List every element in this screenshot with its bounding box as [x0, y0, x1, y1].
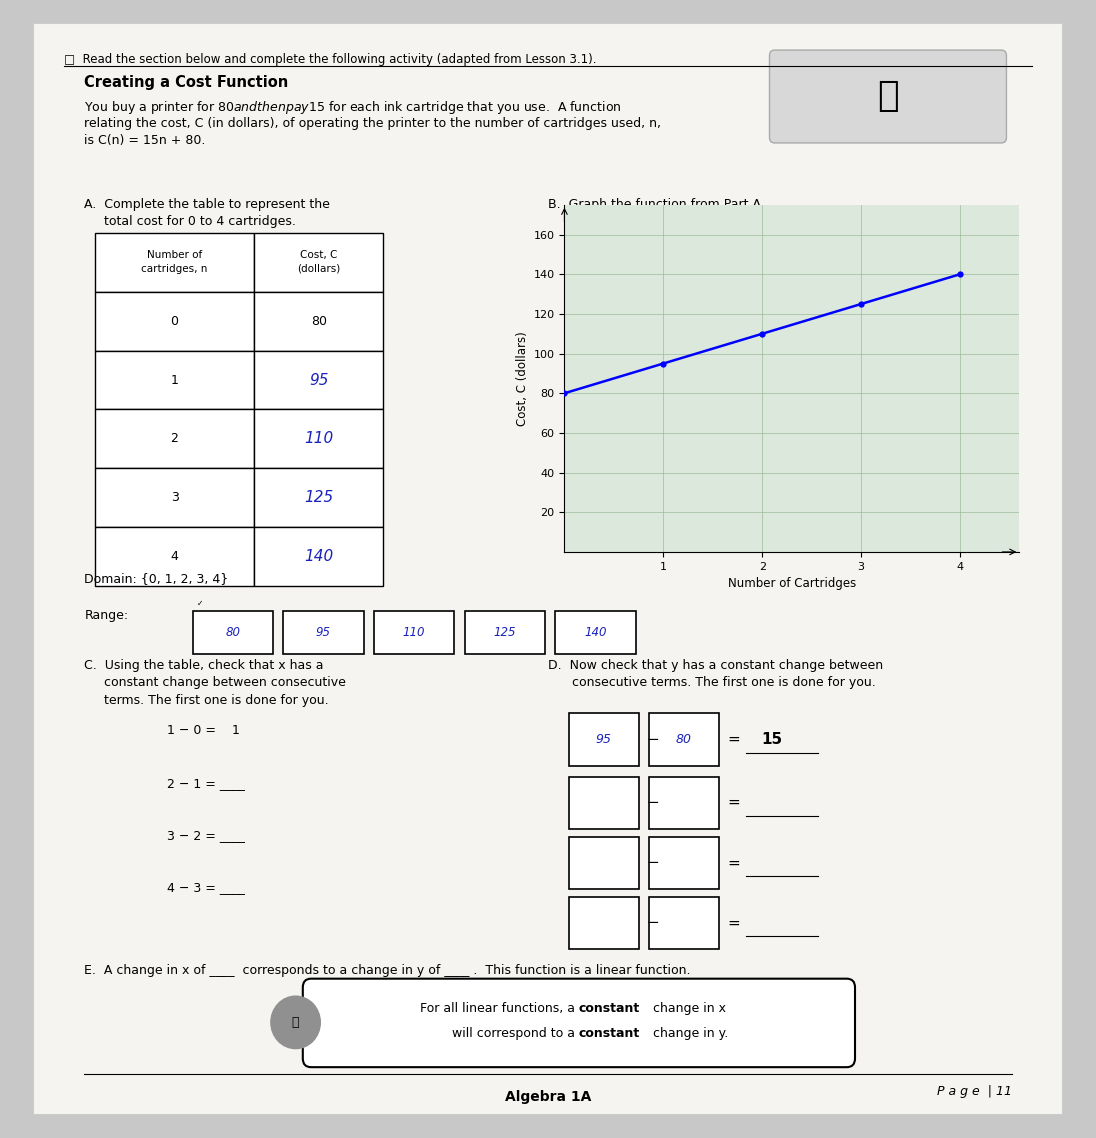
- Text: Domain: {0, 1, 2, 3, 4}: Domain: {0, 1, 2, 3, 4}: [84, 572, 229, 585]
- Text: terms. The first one is done for you.: terms. The first one is done for you.: [84, 693, 329, 707]
- Bar: [283, 610, 364, 654]
- Text: A.  Complete the table to represent the: A. Complete the table to represent the: [84, 198, 330, 211]
- Text: D.  Now check that y has a constant change between: D. Now check that y has a constant chang…: [548, 659, 883, 671]
- Bar: [556, 610, 636, 654]
- Text: constant: constant: [579, 1026, 640, 1040]
- Text: constant change between consecutive: constant change between consecutive: [84, 676, 346, 690]
- Text: □  Read the section below and complete the following activity (adapted from Less: □ Read the section below and complete th…: [64, 53, 596, 66]
- Text: For all linear functions, a: For all linear functions, a: [420, 1001, 579, 1015]
- Text: =: =: [727, 856, 740, 871]
- Text: E.  A change in x of ____  corresponds to a change in y of ____ .  This function: E. A change in x of ____ corresponds to …: [84, 965, 690, 978]
- Text: =: =: [727, 915, 740, 931]
- Text: 4: 4: [171, 551, 179, 563]
- Text: 140: 140: [305, 550, 333, 564]
- Text: 95: 95: [316, 626, 331, 638]
- Text: 125: 125: [493, 626, 516, 638]
- Text: 1 − 0 =    1: 1 − 0 = 1: [167, 724, 240, 737]
- Y-axis label: Cost, C (dollars): Cost, C (dollars): [516, 331, 529, 426]
- Text: 3: 3: [171, 492, 179, 504]
- Text: 🖨: 🖨: [877, 79, 899, 113]
- Text: 🐾: 🐾: [292, 1016, 299, 1029]
- Bar: [94, 410, 254, 469]
- Text: Range:: Range:: [84, 610, 128, 622]
- Bar: [193, 610, 273, 654]
- Text: P a g e  | 11: P a g e | 11: [937, 1085, 1012, 1098]
- Text: 95: 95: [309, 372, 329, 388]
- Text: 3 − 2 = ____: 3 − 2 = ____: [167, 828, 244, 842]
- Text: constant: constant: [579, 1001, 640, 1015]
- Text: 1: 1: [171, 373, 179, 387]
- Bar: [649, 836, 719, 889]
- Text: Number of
cartridges, n: Number of cartridges, n: [141, 250, 208, 273]
- Text: Cost, C
(dollars): Cost, C (dollars): [297, 250, 341, 273]
- Bar: [94, 351, 254, 410]
- Text: 80: 80: [311, 314, 327, 328]
- Bar: [569, 897, 639, 949]
- Text: change in x: change in x: [649, 1001, 726, 1015]
- Text: −: −: [647, 732, 660, 747]
- Text: 140: 140: [584, 626, 607, 638]
- Text: change in y.: change in y.: [649, 1026, 728, 1040]
- Bar: [569, 714, 639, 766]
- Text: 125: 125: [305, 490, 333, 505]
- Bar: [254, 291, 384, 351]
- Text: 15: 15: [761, 732, 783, 747]
- Text: 80: 80: [226, 626, 240, 638]
- Bar: [569, 776, 639, 828]
- Circle shape: [271, 996, 320, 1048]
- Text: is C(n) = 15n + 80.: is C(n) = 15n + 80.: [84, 134, 206, 147]
- Bar: [94, 528, 254, 586]
- Text: =: =: [727, 732, 740, 747]
- Bar: [254, 528, 384, 586]
- Text: 4 − 3 = ____: 4 − 3 = ____: [167, 882, 244, 894]
- Bar: [94, 232, 254, 291]
- Text: −: −: [647, 915, 660, 931]
- Text: consecutive terms. The first one is done for you.: consecutive terms. The first one is done…: [548, 676, 876, 690]
- FancyBboxPatch shape: [769, 50, 1006, 143]
- Text: C.  Using the table, check that x has a: C. Using the table, check that x has a: [84, 659, 324, 671]
- Text: B.  Graph the function from Part A.: B. Graph the function from Part A.: [548, 198, 765, 211]
- Text: 95: 95: [595, 733, 612, 745]
- Text: −: −: [647, 795, 660, 810]
- Bar: [649, 897, 719, 949]
- Text: You buy a printer for $80 and then pay $15 for each ink cartridge that you use. : You buy a printer for $80 and then pay $…: [84, 99, 623, 116]
- Text: −: −: [647, 856, 660, 871]
- Text: 110: 110: [403, 626, 425, 638]
- Bar: [254, 410, 384, 469]
- Bar: [649, 776, 719, 828]
- Text: Creating a Cost Function: Creating a Cost Function: [84, 75, 288, 90]
- Text: 0: 0: [171, 314, 179, 328]
- Bar: [254, 351, 384, 410]
- Text: 80: 80: [676, 733, 692, 745]
- Bar: [465, 610, 545, 654]
- Text: will correspond to a: will correspond to a: [452, 1026, 579, 1040]
- Bar: [569, 836, 639, 889]
- Text: 2: 2: [171, 432, 179, 445]
- Text: 2 − 1 = ____: 2 − 1 = ____: [167, 776, 244, 790]
- FancyBboxPatch shape: [33, 23, 1063, 1115]
- Bar: [94, 291, 254, 351]
- X-axis label: Number of Cartridges: Number of Cartridges: [728, 577, 856, 591]
- Text: =: =: [727, 795, 740, 810]
- Bar: [254, 232, 384, 291]
- Text: ✓: ✓: [196, 600, 203, 609]
- Bar: [254, 469, 384, 528]
- Bar: [649, 714, 719, 766]
- Text: Algebra 1A: Algebra 1A: [505, 1090, 591, 1104]
- Bar: [374, 610, 454, 654]
- Bar: [94, 469, 254, 528]
- Text: relating the cost, C (in dollars), of operating the printer to the number of car: relating the cost, C (in dollars), of op…: [84, 117, 661, 130]
- FancyBboxPatch shape: [302, 979, 855, 1067]
- Text: 110: 110: [305, 431, 333, 446]
- Text: total cost for 0 to 4 cartridges.: total cost for 0 to 4 cartridges.: [84, 215, 296, 228]
